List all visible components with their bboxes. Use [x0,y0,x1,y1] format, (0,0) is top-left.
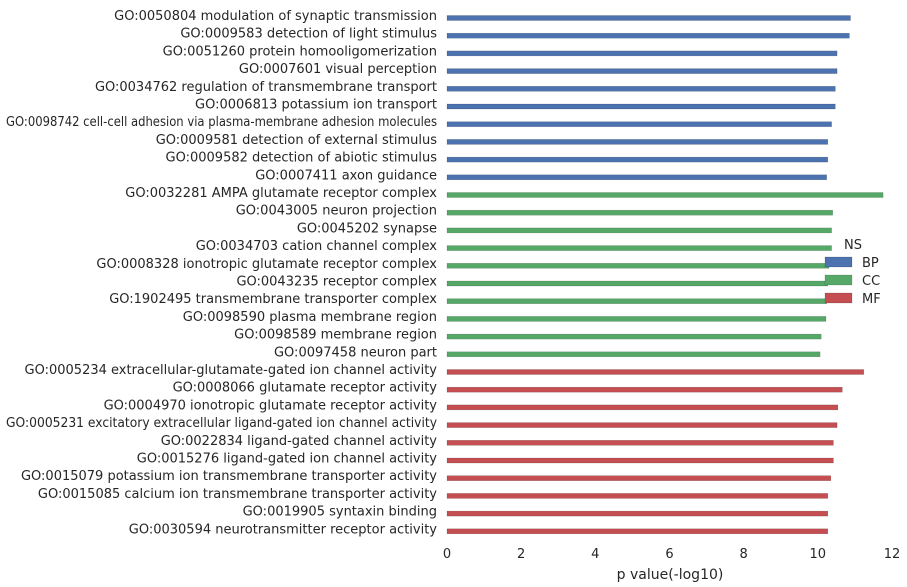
x-axis-label: p value(-log10) [617,567,724,583]
category-label: GO:0034703 cation channel complex [196,239,438,254]
bar-mf [446,475,832,481]
category-label: GO:0005234 extracellular-glutamate-gated… [25,363,438,378]
category-label: GO:0098589 membrane region [234,328,437,343]
category-label: GO:0019905 syntaxin binding [243,505,437,520]
legend-label-mf: MF [862,292,881,307]
legend-swatch-bp [824,256,853,268]
bar-bp [446,86,836,92]
bar-mf [446,386,843,393]
bar-mf [446,510,829,517]
category-label: GO:0015079 potassium ion transmembrane t… [21,469,437,484]
category-label: GO:0008066 glutamate receptor activity [173,381,438,396]
category-label: GO:0004970 ionotropic glutamate receptor… [104,398,438,413]
bar-mf [446,404,839,411]
legend-swatch-mf [824,292,853,304]
category-label: GO:0051260 protein homooligomerization [163,44,437,59]
bar-bp [446,68,838,74]
x-tick-label: 2 [517,547,525,562]
bar-cc [446,245,832,251]
bar-bp [446,139,829,145]
bar-cc [446,316,827,322]
legend-label-bp: BP [862,256,879,271]
x-axis-ticks: 0 2 4 6 8 10 12 [443,547,900,562]
bar-bp [446,103,836,110]
category-label: GO:0098742 cell-cell adhesion via plasma… [6,115,437,130]
category-label: GO:0009581 detection of external stimulu… [156,133,438,148]
bar-cc [446,280,829,287]
category-label: GO:0007601 visual perception [239,62,437,77]
bar-bp [446,32,850,39]
x-tick-label: 0 [443,547,451,562]
category-label: GO:0043235 receptor complex [236,275,437,290]
bar-cc [446,227,832,234]
category-label: GO:0009583 detection of light stimulus [180,27,437,42]
legend-label-cc: CC [862,274,880,289]
x-tick-label: 10 [810,547,827,562]
category-label: GO:0015276 ligand-gated ion channel acti… [137,452,438,467]
bar-mf [446,422,838,428]
category-label: GO:0098590 plasma membrane region [183,310,437,325]
category-label: GO:0050804 modulation of synaptic transm… [114,9,437,24]
category-label: GO:0097458 neuron part [274,345,437,360]
category-label: GO:0005231 excitatory extracellular liga… [6,416,437,431]
bar-bp [446,174,827,181]
category-label: GO:0032281 AMPA glutamate receptor compl… [125,186,437,201]
bar-bp [446,50,838,57]
bar-cc [446,263,830,269]
category-label: GO:0022834 ligand-gated channel activity [161,434,438,449]
x-tick-label: 4 [591,547,599,562]
bar-mf [446,457,834,464]
category-label: GO:0006813 potassium ion transport [195,98,437,113]
bar-bp [446,121,832,127]
category-labels: GO:0050804 modulation of synaptic transm… [6,9,437,537]
category-label: GO:0045202 synapse [297,221,437,236]
x-tick-label: 12 [884,547,901,562]
category-label: GO:0043005 neuron projection [236,204,437,219]
category-label: GO:0030594 neurotransmitter receptor act… [129,522,438,537]
bar-mf [446,440,834,446]
bar-bp [446,15,851,21]
bar-mf [446,493,829,499]
legend: NS BP CC MF [824,238,881,307]
legend-title: NS [844,238,862,253]
bar-cc [446,298,827,304]
bars-layer [446,15,884,535]
category-label: GO:0009582 detection of abiotic stimulus [166,151,438,166]
bar-cc [446,192,884,198]
category-label: GO:1902495 transmembrane transporter com… [109,292,437,307]
category-label: GO:0034762 regulation of transmembrane t… [95,80,437,95]
category-label: GO:0015085 calcium ion transmembrane tra… [38,487,437,502]
category-label: GO:0007411 axon guidance [255,168,437,183]
x-tick-label: 6 [665,547,673,562]
bar-bp [446,156,829,163]
bar-cc [446,351,821,358]
category-label: GO:0008328 ionotropic glutamate receptor… [96,257,437,272]
x-tick-label: 8 [740,547,748,562]
bar-cc [446,333,822,340]
bar-mf [446,528,829,535]
legend-swatch-cc [824,274,853,286]
bar-cc [446,209,833,216]
bar-mf [446,369,865,375]
